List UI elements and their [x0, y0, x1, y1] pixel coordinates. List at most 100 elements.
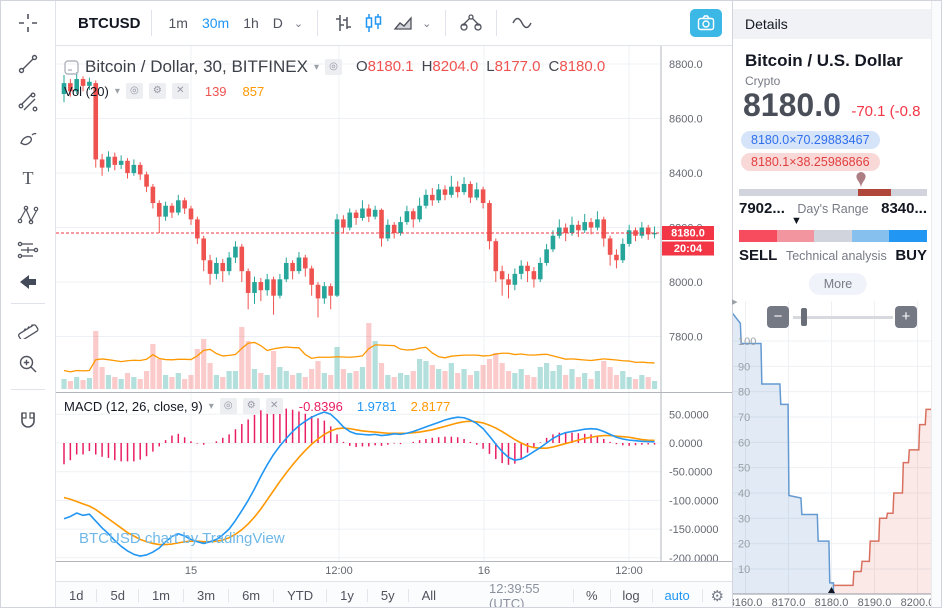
- volume-bar: [359, 367, 366, 389]
- pane-separator[interactable]: [56, 561, 732, 562]
- zoom-in-button[interactable]: +: [895, 306, 917, 328]
- series-collapse-icon[interactable]: [64, 59, 79, 75]
- interval-button-1h[interactable]: 1h: [243, 15, 259, 31]
- auto-scale-button[interactable]: auto: [664, 588, 690, 603]
- volume-ma-line: [63, 341, 655, 373]
- macd-study-title[interactable]: MACD (12, 26, close, 9): [64, 398, 203, 414]
- volume-bar: [563, 375, 569, 389]
- brush-tool-icon[interactable]: [15, 127, 41, 153]
- volume-bar: [436, 369, 442, 389]
- pane-separator[interactable]: [56, 392, 732, 393]
- volume-eye-icon[interactable]: ◎: [125, 83, 143, 99]
- area-style-icon[interactable]: [388, 10, 418, 36]
- slider-handle[interactable]: [801, 308, 807, 326]
- candle-body: [277, 279, 283, 296]
- indicators-icon[interactable]: [507, 10, 537, 36]
- price-axis-label: 8800.0: [669, 59, 703, 71]
- macd-eye-icon[interactable]: ◎: [219, 398, 237, 414]
- panel-scrollbar[interactable]: [931, 1, 941, 607]
- macd-caret-down-icon[interactable]: ▾: [208, 400, 214, 412]
- technical-analysis-gauge: [739, 230, 927, 242]
- series-caret-down-icon[interactable]: ▾: [313, 61, 319, 73]
- ohlc-values: O8180.1 H8204.0 L8177.0 C8180.0: [348, 58, 605, 76]
- volume-settings-icon[interactable]: ⚙: [148, 83, 166, 99]
- volume-bar: [594, 371, 600, 389]
- range-button-YTD[interactable]: YTD: [287, 588, 314, 603]
- candles-style-icon[interactable]: [358, 10, 388, 36]
- log-scale-button[interactable]: log: [622, 588, 640, 603]
- depth-y-label: 30: [738, 513, 750, 525]
- day-range-bar: [739, 189, 927, 196]
- slider-track[interactable]: [793, 316, 893, 319]
- trend-line-tool-icon[interactable]: [15, 51, 41, 77]
- percent-scale-button[interactable]: %: [585, 588, 598, 603]
- volume-caret-down-icon[interactable]: ▾: [114, 85, 120, 97]
- price-chart-canvas[interactable]: 8800.08600.08400.08200.08000.07800.08180…: [56, 46, 732, 392]
- volume-bar: [417, 359, 423, 389]
- candle-body: [195, 219, 200, 239]
- range-button-6m[interactable]: 6m: [242, 588, 261, 603]
- volume-ma-value: 857: [242, 83, 265, 99]
- candle-body: [417, 205, 422, 220]
- toolbar-divider: [11, 389, 45, 390]
- bars-style-icon[interactable]: [328, 10, 358, 36]
- time-axis[interactable]: 15 12:00 16 12:00: [56, 562, 732, 581]
- macd-axis-label: 50.0000: [669, 409, 709, 421]
- range-button-3m[interactable]: 3m: [197, 588, 216, 603]
- candle-body: [74, 79, 79, 92]
- magnet-tool-icon[interactable]: [15, 407, 41, 433]
- macd-chart-canvas[interactable]: BTCUSD chart by TradingView 50.0000 0.0000…: [56, 393, 732, 561]
- range-button-5d[interactable]: 5d: [110, 588, 125, 603]
- volume-bar: [486, 359, 493, 389]
- style-chevron-down-icon[interactable]: ⌄: [422, 17, 432, 30]
- series-title[interactable]: Bitcoin / Dollar, 30, BITFINEX: [85, 57, 308, 76]
- measure-tool-icon[interactable]: [15, 315, 41, 341]
- chart-properties-gear-icon[interactable]: ⚙: [710, 587, 724, 605]
- macd-remove-icon[interactable]: ✕: [265, 398, 283, 414]
- volume-bar: [270, 351, 277, 389]
- volume-bar: [334, 347, 340, 389]
- compare-symbol-icon[interactable]: [456, 10, 486, 36]
- day-range-high: 8340...: [881, 200, 927, 217]
- range-button-1m[interactable]: 1m: [151, 588, 170, 603]
- volume-bar: [372, 341, 378, 389]
- more-button[interactable]: More: [808, 273, 868, 295]
- volume-study-title[interactable]: Vol (20): [64, 83, 109, 99]
- volume-remove-icon[interactable]: ✕: [171, 83, 189, 99]
- forecast-tool-icon[interactable]: [15, 237, 41, 263]
- macd-axis-label: -150.0000: [669, 524, 719, 536]
- series-eye-icon[interactable]: ◎: [325, 59, 342, 75]
- range-button-1d[interactable]: 1d: [69, 588, 84, 603]
- interval-button-1m[interactable]: 1m: [168, 15, 188, 31]
- macd-settings-icon[interactable]: ⚙: [242, 398, 260, 414]
- text-tool-icon[interactable]: T: [22, 167, 34, 188]
- volume-bar: [505, 371, 512, 389]
- ta-segment-1: [739, 230, 777, 242]
- toolbar-separator: [228, 589, 230, 602]
- ask-badge: 8180.1×38.25986866: [741, 153, 880, 171]
- depth-chart-canvas[interactable]: 1020304050607080901008160.08170.08180.08…: [733, 301, 932, 608]
- volume-bar: [493, 353, 499, 389]
- range-button-5y[interactable]: 5y: [380, 588, 395, 603]
- clock[interactable]: 12:39:55 (UTC): [489, 580, 540, 608]
- volume-bar: [448, 363, 454, 389]
- interval-button-D[interactable]: D: [272, 15, 283, 31]
- zoom-in-tool-icon[interactable]: [15, 351, 41, 377]
- crosshair-tool-icon[interactable]: [15, 10, 41, 36]
- chart-top-toolbar: BTCUSD 1m 30m 1h D ⌄ ⌄: [56, 1, 732, 46]
- gann-fib-tool-icon[interactable]: [15, 89, 41, 115]
- snapshot-camera-button[interactable]: [690, 9, 722, 37]
- asks-line: [833, 406, 932, 587]
- panel-collapse-icon[interactable]: ▸: [732, 296, 738, 308]
- interval-chevron-down-icon[interactable]: ⌄: [293, 17, 304, 30]
- symbol-search-button[interactable]: BTCUSD: [78, 14, 141, 32]
- range-button-1y[interactable]: 1y: [340, 588, 354, 603]
- zoom-out-button[interactable]: −: [767, 306, 789, 328]
- arrow-mark-tool-icon[interactable]: [15, 269, 41, 295]
- range-button-All[interactable]: All: [421, 588, 437, 603]
- interval-button-30m[interactable]: 30m: [201, 15, 230, 31]
- xabcd-pattern-tool-icon[interactable]: [15, 202, 41, 228]
- volume-bar: [220, 377, 226, 389]
- volume-bar: [474, 371, 480, 389]
